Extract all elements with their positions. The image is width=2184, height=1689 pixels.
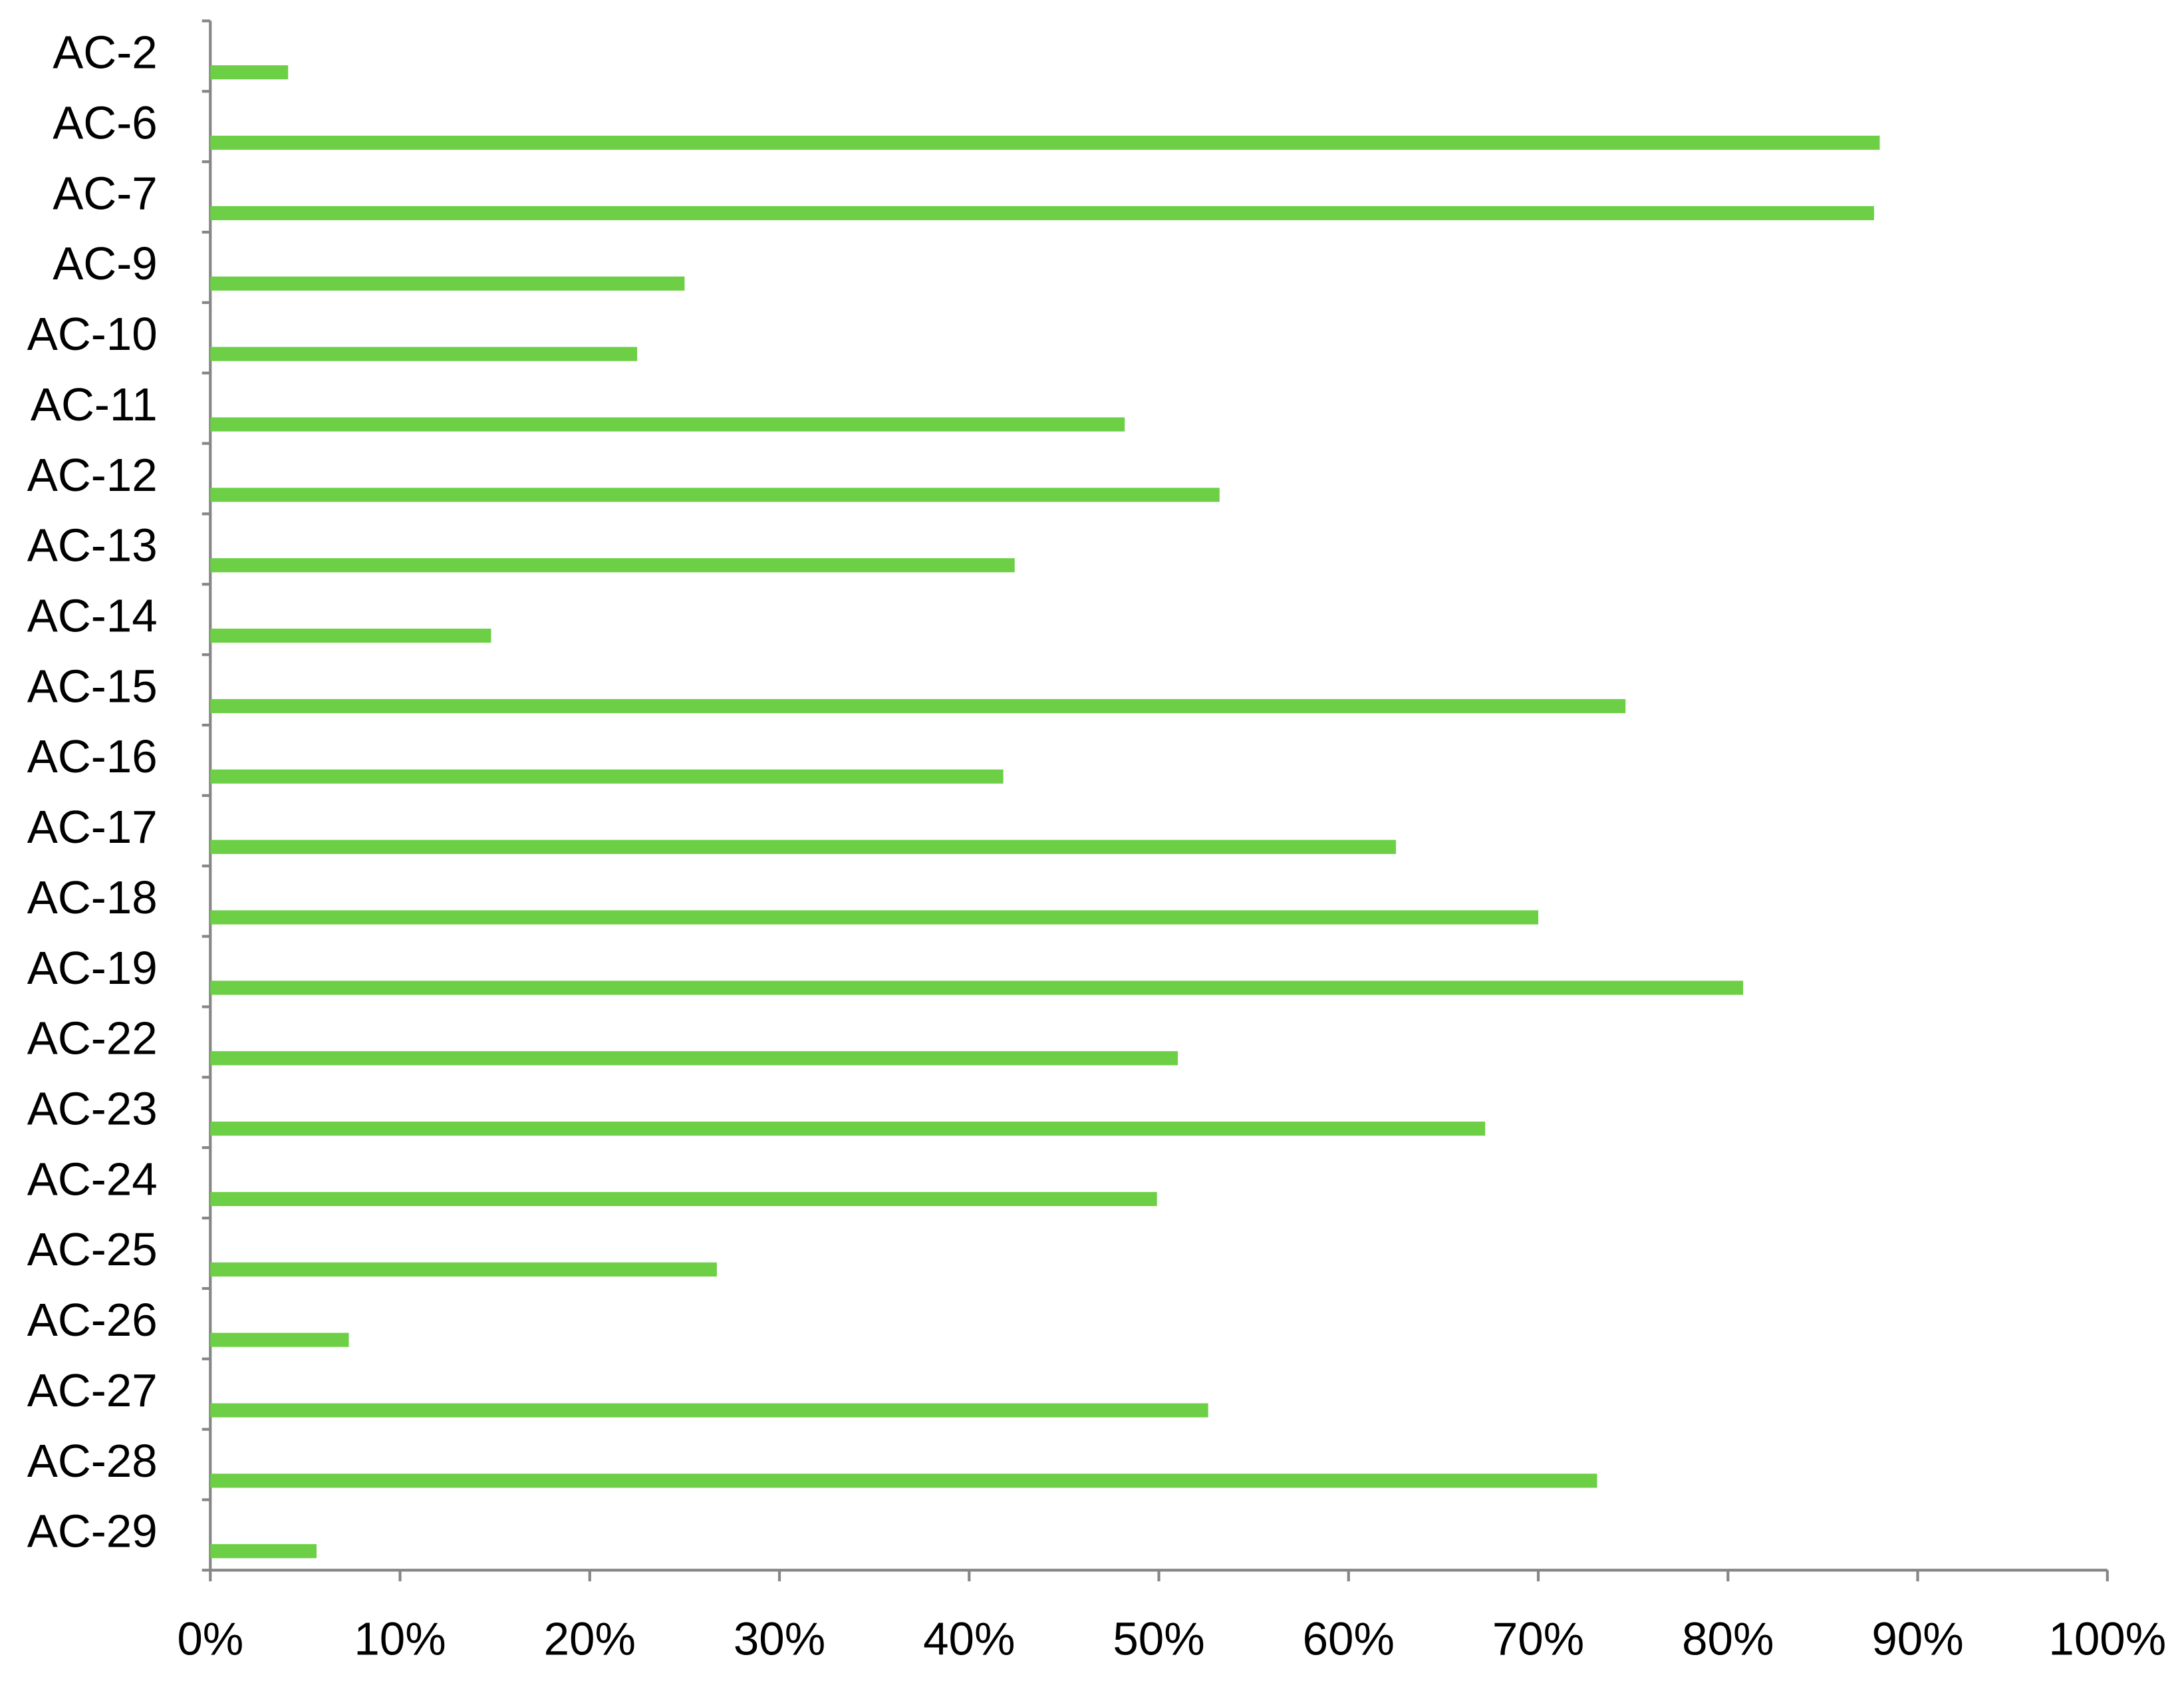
bar <box>210 135 1880 150</box>
y-tick-label: AC-25 <box>27 1223 158 1275</box>
y-tick-label: AC-17 <box>27 801 158 853</box>
bar <box>210 1403 1208 1418</box>
y-tick-label: AC-9 <box>53 237 157 289</box>
bar <box>210 1262 717 1277</box>
x-tick-label: 100% <box>2048 1613 2166 1665</box>
x-tick-label: 80% <box>1682 1613 1774 1665</box>
y-tick-label: AC-13 <box>27 520 158 571</box>
y-tick-label: AC-22 <box>27 1012 158 1064</box>
y-tick-label: AC-11 <box>31 379 158 430</box>
y-tick-label: AC-29 <box>27 1505 158 1557</box>
bar <box>210 1473 1597 1488</box>
y-tick-label: AC-14 <box>27 589 158 641</box>
x-tick-label: 90% <box>1871 1613 1963 1665</box>
y-tick-label: AC-10 <box>27 308 158 360</box>
y-tick-label: AC-15 <box>27 660 158 712</box>
bar <box>210 417 1125 432</box>
y-tick-label: AC-2 <box>53 27 157 78</box>
bar <box>210 769 1004 784</box>
x-tick-label: 50% <box>1113 1613 1204 1665</box>
bar <box>210 65 289 80</box>
x-tick-label: 30% <box>734 1613 825 1665</box>
y-tick-label: AC-12 <box>27 449 158 501</box>
bar <box>210 1051 1178 1066</box>
x-tick-label: 10% <box>354 1613 446 1665</box>
bar <box>210 981 1744 995</box>
bar <box>210 1191 1157 1207</box>
bar <box>210 558 1015 573</box>
x-tick-label: 20% <box>544 1613 636 1665</box>
x-tick-label: 60% <box>1303 1613 1395 1665</box>
y-tick-label: AC-27 <box>27 1364 158 1416</box>
bar <box>210 1544 317 1559</box>
y-tick-label: AC-24 <box>27 1153 158 1205</box>
y-tick-label: AC-26 <box>27 1294 158 1346</box>
bar <box>210 698 1626 714</box>
y-tick-label: AC-23 <box>27 1083 158 1135</box>
y-tick-label: AC-16 <box>27 730 158 782</box>
y-tick-label: AC-7 <box>53 167 157 219</box>
bar <box>210 910 1539 925</box>
y-tick-label: AC-18 <box>27 871 158 923</box>
bar <box>210 628 491 643</box>
bar <box>210 276 685 291</box>
bar <box>210 206 1874 221</box>
bar <box>210 1332 349 1347</box>
bar <box>210 840 1397 854</box>
bar <box>210 488 1220 502</box>
x-tick-label: 70% <box>1492 1613 1584 1665</box>
x-tick-label: 0% <box>177 1613 243 1665</box>
y-tick-label: AC-28 <box>27 1435 158 1487</box>
y-tick-label: AC-6 <box>53 96 157 148</box>
x-tick-label: 40% <box>923 1613 1015 1665</box>
bar <box>210 347 638 361</box>
bar <box>210 1122 1486 1136</box>
y-tick-label: AC-19 <box>27 942 158 994</box>
